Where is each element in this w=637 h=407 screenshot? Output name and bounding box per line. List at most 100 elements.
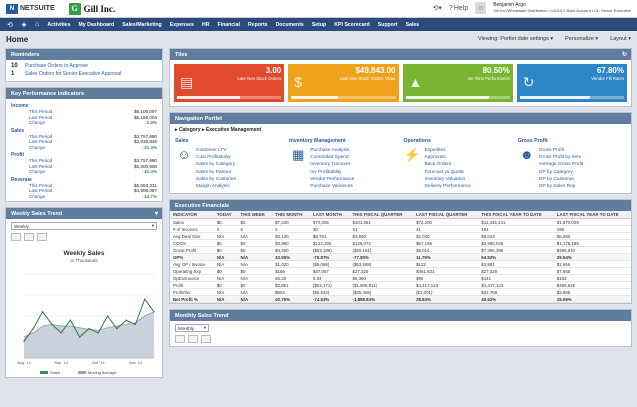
user-menu[interactable]: Benjamin Argo Gill Inc./Wholesale Distri… <box>493 3 631 14</box>
indicator-cell[interactable]: Sales <box>170 218 214 227</box>
line-chart-icon[interactable] <box>24 233 34 241</box>
column-header[interactable]: LAST FISCAL YEAR TO DATE <box>553 211 631 220</box>
indicator-cell[interactable]: Avg Deal Size <box>170 232 214 241</box>
nav-link[interactable]: Inventory Turnover <box>310 162 351 168</box>
nav-link[interactable]: Back Orders <box>424 162 452 168</box>
nav-link[interactable]: Sales by Category <box>196 162 236 168</box>
viewing-dropdown[interactable]: Viewing: Portlet date settings ▾ <box>478 36 554 42</box>
category-breadcrumb[interactable]: ▸ Category ▸ Executive Management <box>175 127 262 133</box>
nav-item[interactable]: Documents <box>275 21 304 28</box>
indicator-cell[interactable]: # of Invoices <box>170 225 214 234</box>
indicator-cell[interactable]: Net Profit % <box>170 295 214 304</box>
star-icon[interactable]: ★ <box>20 21 28 29</box>
indicator-cell[interactable]: Profit <box>170 281 214 290</box>
column-header[interactable]: THIS WEEK <box>237 211 273 220</box>
kpi-row[interactable]: Change ↑14.7% <box>11 194 157 200</box>
nav-column-heading[interactable]: Sales <box>175 138 189 144</box>
column-header[interactable]: LAST MONTH <box>309 211 350 220</box>
indicator-cell[interactable]: OpEx/Invoice <box>170 274 214 283</box>
bar-chart-icon[interactable] <box>201 335 211 344</box>
nav-link[interactable]: Forecast vs Quota <box>424 169 464 175</box>
legend-sales[interactable]: Sales <box>40 370 60 375</box>
kpi-row[interactable]: Change ↑32.4% <box>11 145 157 151</box>
nav-item[interactable]: HR <box>201 21 210 28</box>
bar-chart-icon[interactable] <box>37 233 47 241</box>
column-header[interactable]: THIS FISCAL QUARTER <box>349 211 414 220</box>
netsuite-logo[interactable]: N NETSUITE <box>6 3 55 14</box>
kpi-row[interactable]: This Period $5,106,097 <box>11 109 157 115</box>
reminder-item[interactable]: 1 Sales Orders for Senior Executive Appro… <box>6 70 162 78</box>
indicator-cell[interactable]: COGS <box>170 239 214 248</box>
kpi-row[interactable]: Last Period $5,156,004 <box>11 115 157 121</box>
column-header[interactable]: THIS FISCAL YEAR TO DATE <box>478 211 554 220</box>
nav-link[interactable]: Customer LTV <box>196 148 227 153</box>
nav-link[interactable]: Purchase Analysis <box>310 148 350 153</box>
home-icon[interactable]: ⌂ <box>35 21 40 28</box>
nav-link[interactable]: Delivery Performance <box>424 184 471 190</box>
nav-link[interactable]: Gross Profit <box>538 148 565 153</box>
column-header[interactable]: INDICATOR <box>170 211 214 220</box>
portlet-menu-icon[interactable]: ▾ <box>154 211 158 217</box>
nav-link[interactable]: Approvals <box>424 155 446 161</box>
column-header[interactable]: LAST FISCAL QUARTER <box>413 211 479 220</box>
kpi-tile[interactable]: ▤ 3.00 Late Non Stock Orders <box>174 64 285 102</box>
nav-item[interactable]: Expenses <box>169 21 194 28</box>
kpi-row[interactable]: Last Period $2,836,948 <box>11 139 157 145</box>
nav-link[interactable]: Expedites <box>424 148 446 153</box>
refresh-icon[interactable]: ↻ <box>621 52 627 58</box>
indicator-cell[interactable]: Operating Exp <box>170 267 214 276</box>
kpi-tile[interactable]: ↻ 67.80% Vendor Fill Rates <box>516 64 627 102</box>
nav-link[interactable]: Sales by Partner <box>196 169 232 175</box>
nav-link[interactable]: GP by Category <box>538 169 573 175</box>
area-chart-icon[interactable] <box>11 233 21 241</box>
recent-records-icon[interactable]: ⟲▾ <box>432 5 442 12</box>
kpi-row[interactable]: Last Period $5,800,908 <box>11 164 157 170</box>
nav-column-heading[interactable]: Operations <box>403 138 431 144</box>
kpi-row[interactable]: This Period $3,757,890 <box>11 158 157 164</box>
kpi-tile[interactable]: ▲ 80.50% On Time Performance <box>402 64 513 102</box>
nav-item[interactable]: Financial <box>217 21 240 28</box>
nav-link[interactable]: Committed Spend <box>310 155 349 161</box>
nav-item[interactable]: Reports <box>247 21 268 28</box>
kpi-tile[interactable]: $ $49,843.00 Late Non Stock Orders Value <box>288 64 399 102</box>
help-link[interactable]: ? Help <box>449 5 468 12</box>
column-header[interactable]: TODAY <box>213 211 238 220</box>
reminder-item[interactable]: 10 Purchase Orders to Approve <box>6 62 162 70</box>
nav-link[interactable]: GP by Sales Rep <box>538 184 576 190</box>
column-header[interactable]: THIS MONTH <box>272 211 310 220</box>
nav-link[interactable]: Inventory Valuation <box>424 176 466 182</box>
line-chart-icon[interactable] <box>188 335 198 344</box>
nav-link[interactable]: Inv Profitability <box>310 169 342 175</box>
personalize-button[interactable]: Personalize ▾ <box>565 36 599 42</box>
nav-link[interactable]: Purchase Variances <box>310 184 353 190</box>
nav-column-heading[interactable]: Gross Profit <box>517 138 548 144</box>
area-chart-icon[interactable] <box>175 335 185 344</box>
indicator-cell[interactable]: Gross Profit <box>170 246 214 255</box>
kpi-row[interactable]: Change ↑2.4% <box>11 120 157 126</box>
nav-link[interactable]: GP by Customer <box>538 176 575 182</box>
nav-link[interactable]: Vendor Performance <box>310 176 355 182</box>
monthly-period-select[interactable]: Monthly ▾ <box>175 324 209 333</box>
nav-item[interactable]: Sales/Marketing <box>122 21 162 28</box>
kpi-row[interactable]: This Period $5,063,331 <box>11 183 157 189</box>
nav-link[interactable]: Margin Analysis <box>196 184 230 190</box>
nav-link[interactable]: Gross Profit by Item <box>538 155 582 161</box>
legend-moving-average[interactable]: Moving Average <box>78 370 117 375</box>
nav-item[interactable]: Activities <box>47 21 71 28</box>
nav-item[interactable]: My Dashboard <box>78 21 115 28</box>
nav-link[interactable]: Cust Profitability <box>196 155 231 161</box>
nav-item[interactable]: Sales <box>405 21 420 28</box>
indicator-cell[interactable]: Profit/Inv <box>170 288 214 297</box>
layout-button[interactable]: Layout ▾ <box>610 36 631 42</box>
indicator-cell[interactable]: Avg GP / Invoice <box>170 260 214 269</box>
nav-link[interactable]: Average Gross Profit <box>538 162 584 168</box>
indicator-cell[interactable]: GP% <box>170 253 214 262</box>
user-avatar[interactable]: ☺ <box>475 2 487 14</box>
nav-item[interactable]: Support <box>377 21 398 28</box>
nav-item[interactable]: KPI Scorecard <box>334 21 370 28</box>
weekly-period-select[interactable]: Weekly ▾ <box>11 222 157 230</box>
recent-icon[interactable]: ⟲ <box>7 21 13 29</box>
kpi-row[interactable]: Last Period $4,908,067 <box>11 188 157 194</box>
nav-column-heading[interactable]: Inventory Management <box>289 138 346 144</box>
nav-item[interactable]: Setup <box>311 21 327 28</box>
